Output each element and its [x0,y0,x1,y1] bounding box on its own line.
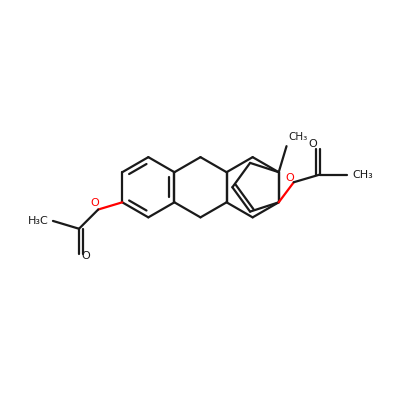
Text: O: O [90,198,99,208]
Text: O: O [308,140,317,150]
Text: H₃C: H₃C [28,216,49,226]
Text: CH₃: CH₃ [352,170,373,180]
Text: CH₃: CH₃ [289,132,308,142]
Text: O: O [81,251,90,261]
Text: O: O [285,173,294,183]
